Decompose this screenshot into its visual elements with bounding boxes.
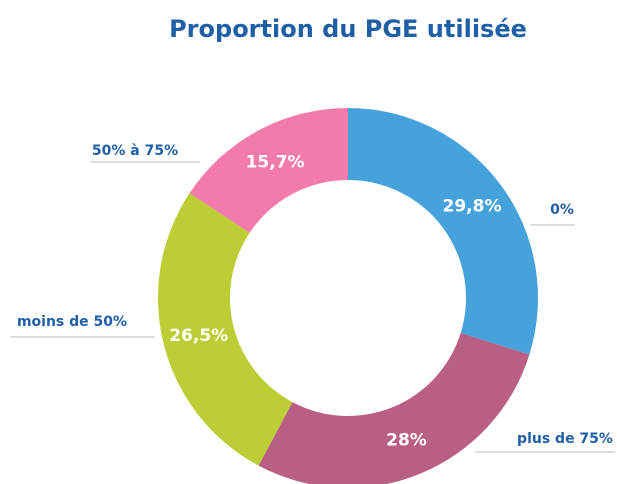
value-label: 26,5% [169,326,228,346]
category-label: moins de 50% [17,314,127,330]
slice [258,333,530,484]
category-label: 0% [550,202,574,218]
value-label: 15,7% [246,152,305,172]
category-label: 50% à 75% [92,143,178,159]
chart-title: Proportion du PGE utilisée [169,15,527,43]
slice [348,108,538,355]
slice [189,107,348,233]
value-label: 28% [386,430,427,450]
category-label: plus de 75% [517,431,613,447]
value-label: 29,8% [443,197,502,217]
slice [157,193,293,466]
